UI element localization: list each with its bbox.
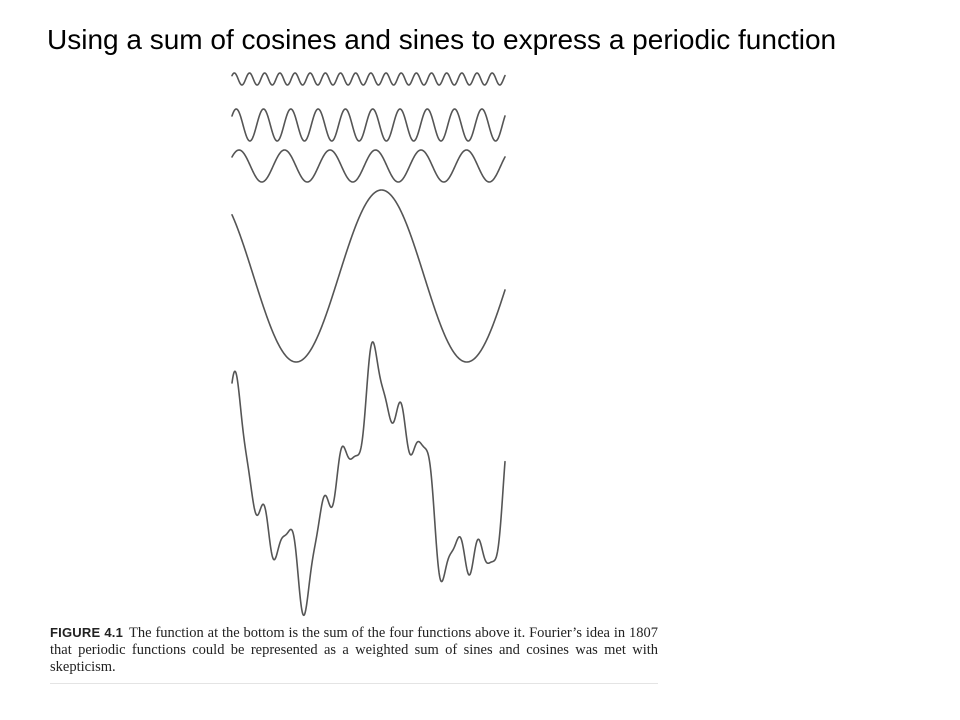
- caption-label: FIGURE 4.1: [50, 625, 124, 640]
- low-frequency-wave: [231, 189, 506, 363]
- medium-frequency-wave: [231, 149, 506, 183]
- caption-text: The function at the bottom is the sum of…: [50, 625, 659, 675]
- slide-title: Using a sum of cosines and sines to expr…: [47, 24, 837, 55]
- figure-caption: FIGURE 4.1 The function at the bottom is …: [50, 624, 658, 676]
- sum-waveform: [231, 341, 506, 617]
- high-frequency-wave: [231, 72, 506, 86]
- medium-high-frequency-wave: [231, 108, 506, 142]
- caption-divider: [50, 683, 658, 684]
